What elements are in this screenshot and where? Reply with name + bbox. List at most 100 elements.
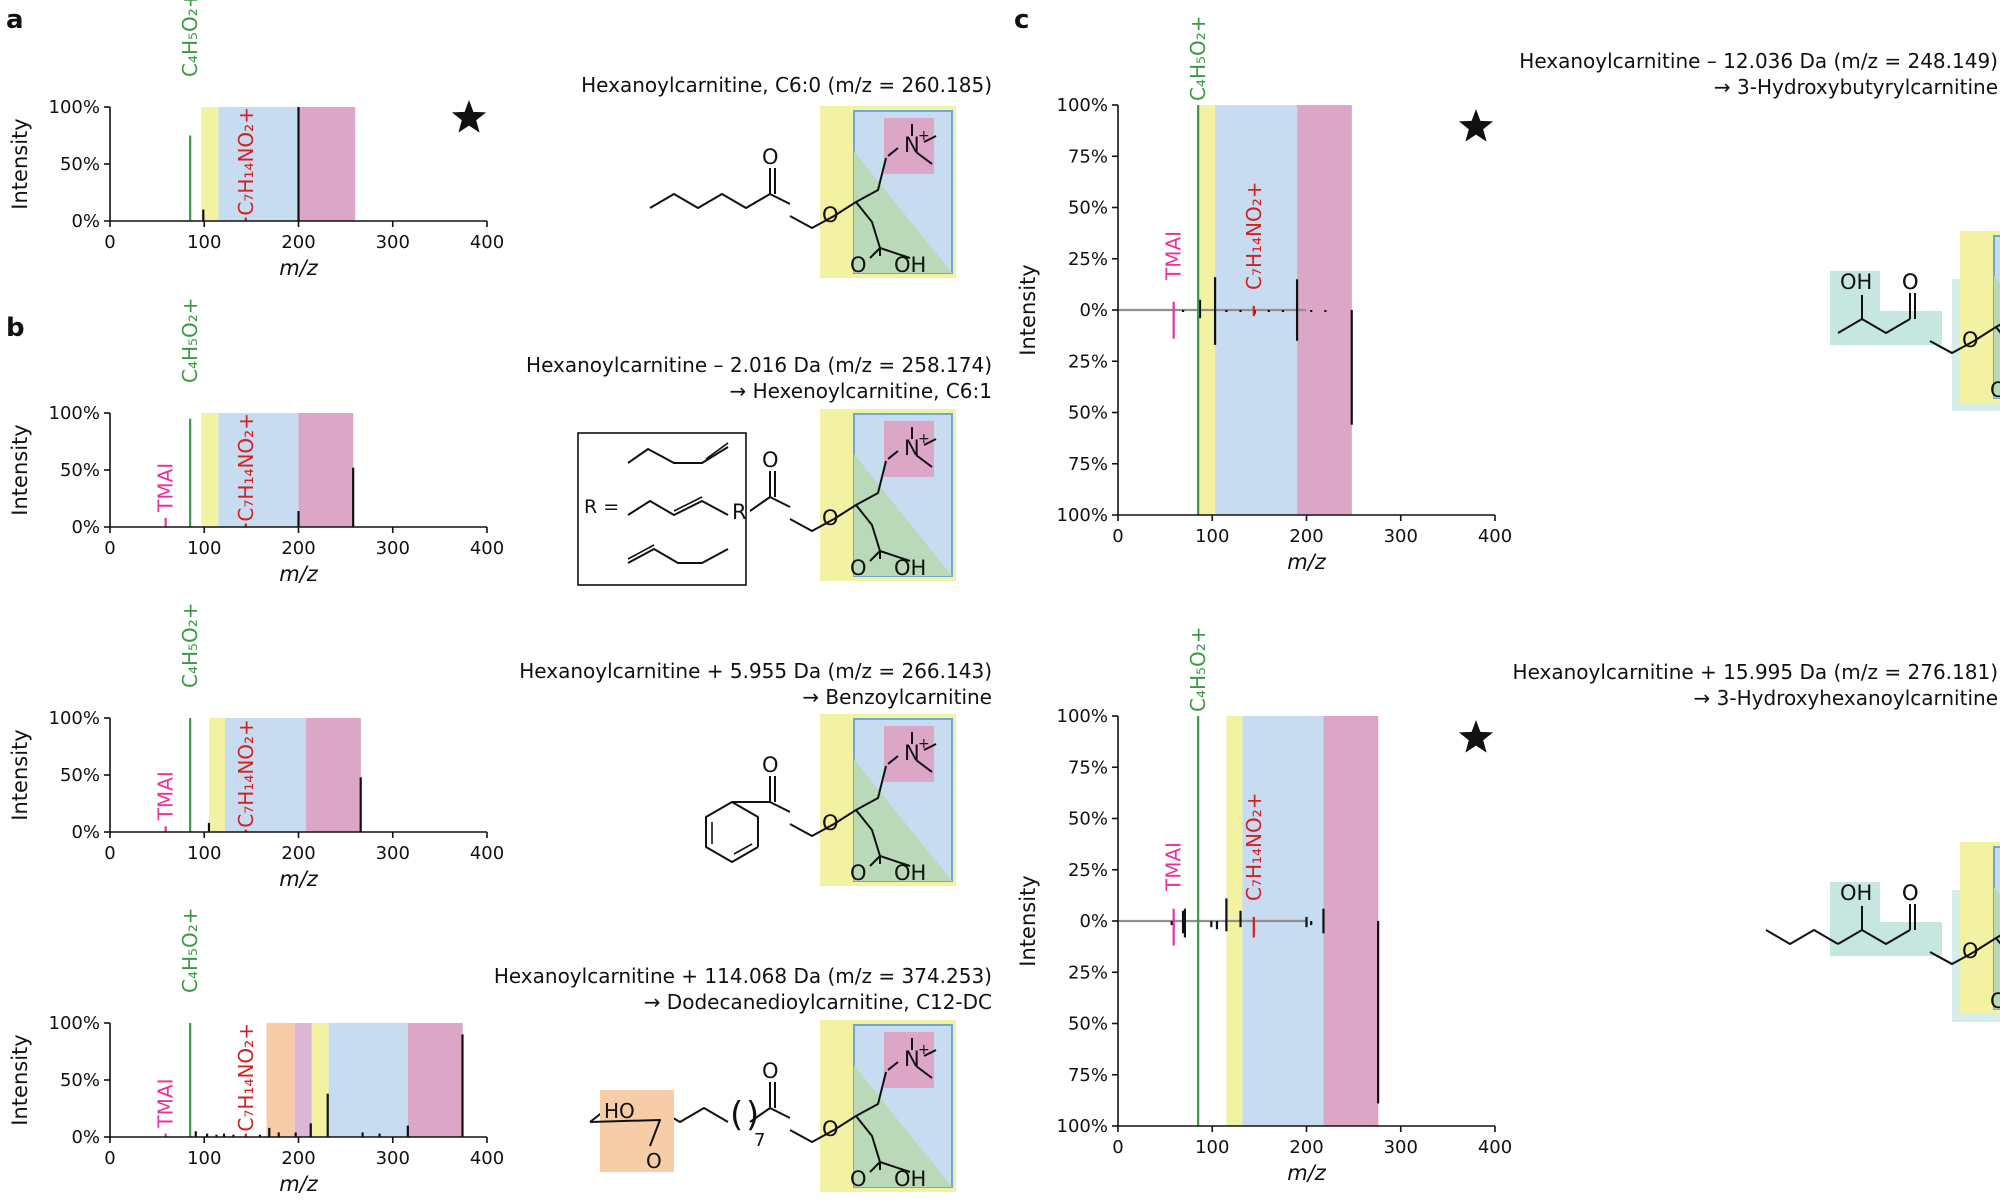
carnitine-pink [884, 118, 934, 174]
oh-label: OH [1840, 270, 1872, 294]
charge-label: + [918, 736, 930, 752]
y-axis-label: Intensity [8, 1034, 32, 1125]
nitrogen-label: N [904, 436, 920, 460]
y-tick-label: 0% [71, 822, 100, 843]
bond [769, 496, 791, 508]
charge-label: + [918, 1042, 930, 1058]
acyl-o-label: O [1902, 270, 1919, 294]
y-tick-label: 0% [71, 211, 100, 232]
bond [769, 801, 791, 813]
acid-o-label: O [646, 1149, 662, 1173]
bond [915, 454, 933, 468]
x-tick-label: 300 [1384, 1137, 1418, 1158]
bond [1837, 318, 1911, 334]
fragment-label: TMAI [1162, 842, 1186, 892]
star-icon [1458, 720, 1494, 753]
ester-o-label: O [822, 811, 839, 835]
x-tick-label: 400 [470, 232, 504, 253]
x-tick-label: 100 [187, 232, 221, 253]
bond [923, 135, 937, 143]
x-tick-label: 0 [104, 843, 115, 864]
y-tick-label: 100% [49, 97, 100, 118]
hydroxy-teal [1830, 882, 1942, 956]
y-axis-label: Intensity [8, 118, 32, 209]
y-tick-label: 0% [1079, 911, 1108, 932]
panel-label: c [1014, 5, 1029, 35]
ester-o-label: O [1962, 939, 1979, 963]
fragment-label: C₇H₁₄NO₂+ [234, 413, 258, 522]
bond [789, 215, 835, 229]
oh-label: OH [1840, 881, 1872, 905]
x-axis-label: m/z [279, 562, 319, 586]
ester-o-label: O [1962, 328, 1979, 352]
x-axis-label: m/z [279, 256, 319, 280]
chart-b2: TMAI C₄H₅O₂+ C₇H₁₄NO₂+ 0 100 200 300 400 0% 50% 10… [8, 602, 992, 891]
acyl-o-label: O [1902, 270, 1919, 294]
y-tick-label: 100% [1057, 95, 1108, 116]
chart-a: C₄H₅O₂+ C₇H₁₄NO₂+ 0 100 200 300 400 0% 50% 100% m/… [6, 0, 992, 280]
bond [887, 1061, 899, 1071]
structure-b2: N+ O OH O O [705, 714, 956, 886]
x-tick-label: 200 [1289, 1137, 1323, 1158]
bond [1929, 951, 1975, 965]
bond [705, 442, 729, 460]
y-tick-label: 0% [1079, 300, 1108, 321]
y-tick-label: 100% [1057, 1116, 1108, 1137]
bond [887, 450, 899, 460]
x-axis-label: m/z [1287, 550, 1327, 574]
carnitine-pink [884, 726, 934, 782]
bond [627, 446, 729, 464]
bond [833, 157, 887, 217]
x-tick-label: 400 [1478, 1137, 1512, 1158]
bond [855, 504, 881, 552]
chart-subtitle: → Benzoylcarnitine [802, 685, 992, 709]
bond [879, 550, 911, 562]
chart-title: Hexanoylcarnitine, C6:0 (m/z = 260.185) [581, 73, 992, 97]
hydroxyl-label: OH [894, 556, 926, 580]
ester-o-label: O [822, 203, 839, 227]
bond [879, 1161, 911, 1173]
x-tick-label: 300 [376, 843, 410, 864]
hydroxy-teal [1830, 271, 1942, 345]
bond [915, 1065, 933, 1079]
y-tick-label: 100% [1057, 505, 1108, 526]
y-tick-label: 75% [1068, 454, 1108, 475]
carbonyl-o-label: O [850, 861, 867, 885]
acyl-o-label: O [762, 448, 779, 472]
y-tick-label: 25% [1068, 249, 1108, 270]
fragment-label: TMAI [154, 771, 178, 821]
x-axis-label: m/z [279, 1172, 319, 1196]
bond [649, 193, 771, 209]
bond [789, 518, 835, 532]
x-tick-label: 400 [470, 843, 504, 864]
carnitine-green [1994, 887, 2000, 1009]
fragment-label: C₇H₁₄NO₂+ [234, 719, 258, 828]
structure-c2: N+OOHOON+OOHOOHO [1765, 842, 2000, 1022]
x-tick-label: 200 [281, 1148, 315, 1169]
y-axis-label: Intensity [8, 424, 32, 515]
chart-title: Hexanoylcarnitine – 12.036 Da (m/z = 248… [1519, 49, 1998, 73]
x-tick-label: 100 [187, 843, 221, 864]
bond [855, 1115, 881, 1163]
bond [673, 496, 703, 512]
chart-c2: TMAI C₄H₅O₂+ C₇H₁₄NO₂+ 0 100 200 300 400 100% 75%… [1016, 626, 2000, 1185]
fragment-label: C₄H₅O₂+ [178, 907, 202, 993]
hydroxyl-label: OH [894, 253, 926, 277]
x-tick-label: 100 [187, 1148, 221, 1169]
x-axis-label: m/z [1287, 1161, 1327, 1185]
bond [869, 550, 881, 562]
x-tick-label: 100 [187, 538, 221, 559]
r-group-label: R [732, 500, 747, 524]
panel-label: b [6, 313, 25, 343]
y-axis-label: Intensity [1016, 875, 1040, 966]
bond [833, 1071, 887, 1131]
x-axis-label: m/z [279, 867, 319, 891]
fragment-label: C₇H₁₄NO₂+ [234, 1023, 258, 1132]
y-tick-label: 25% [1068, 860, 1108, 881]
fragment-label: C₇H₁₄NO₂+ [1242, 181, 1266, 290]
bond [589, 1119, 661, 1147]
region-blue [218, 107, 299, 221]
fragment-label: TMAI [154, 463, 178, 513]
y-tick-label: 25% [1068, 351, 1108, 372]
bond [789, 1129, 835, 1143]
